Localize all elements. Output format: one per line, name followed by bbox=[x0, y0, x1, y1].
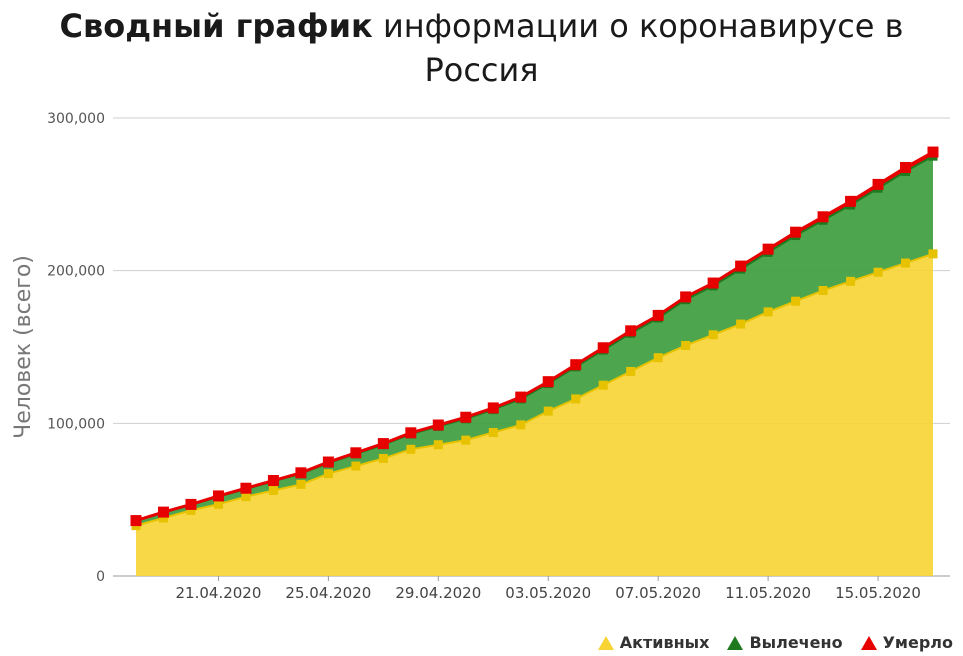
data-point bbox=[351, 461, 361, 471]
data-point bbox=[900, 161, 912, 173]
data-point bbox=[461, 435, 471, 445]
legend-item-active[interactable]: Активных bbox=[597, 633, 710, 652]
legend-label-active: Активных bbox=[619, 633, 710, 652]
chart-title: Сводный график информации о коронавирусе… bbox=[0, 4, 963, 92]
data-point bbox=[626, 366, 636, 376]
data-point bbox=[487, 402, 499, 414]
triangle-icon bbox=[727, 635, 744, 650]
data-point bbox=[708, 330, 718, 340]
data-point bbox=[405, 427, 417, 439]
x-tick-label: 29.04.2020 bbox=[395, 584, 481, 602]
title-rest: информации о коронавирусе в bbox=[382, 7, 904, 45]
data-point bbox=[845, 195, 857, 207]
data-point bbox=[873, 267, 883, 277]
data-point bbox=[653, 353, 663, 363]
data-point bbox=[323, 469, 333, 479]
triangle-icon bbox=[860, 635, 877, 650]
data-point bbox=[432, 419, 444, 431]
triangle-icon bbox=[597, 635, 614, 650]
data-point bbox=[406, 444, 416, 454]
x-tick-label: 21.04.2020 bbox=[176, 584, 262, 602]
data-point bbox=[213, 499, 223, 509]
data-point bbox=[240, 482, 252, 494]
data-point bbox=[185, 498, 197, 510]
data-point bbox=[570, 359, 582, 371]
data-point bbox=[158, 513, 168, 523]
data-point bbox=[296, 479, 306, 489]
x-tick-label: 07.05.2020 bbox=[615, 584, 701, 602]
data-point bbox=[681, 340, 691, 350]
data-point bbox=[735, 260, 747, 272]
data-point bbox=[377, 438, 389, 450]
data-point bbox=[157, 506, 169, 518]
data-point bbox=[488, 427, 498, 437]
area-active bbox=[136, 253, 933, 576]
x-tick-label: 15.05.2020 bbox=[835, 584, 921, 602]
data-point bbox=[241, 492, 251, 502]
data-point bbox=[350, 447, 362, 459]
data-point bbox=[680, 291, 692, 303]
data-point bbox=[818, 286, 828, 296]
data-point bbox=[543, 406, 553, 416]
y-tick-label: 200,000 bbox=[47, 264, 105, 280]
data-point bbox=[736, 319, 746, 329]
legend-item-deaths[interactable]: Умерло bbox=[860, 633, 953, 652]
data-point bbox=[130, 515, 142, 527]
data-point bbox=[516, 420, 526, 430]
data-point bbox=[625, 325, 637, 337]
data-point bbox=[515, 391, 527, 403]
data-point bbox=[268, 486, 278, 496]
data-point bbox=[817, 211, 829, 223]
data-point bbox=[433, 440, 443, 450]
legend-item-recovered[interactable]: Вылечено bbox=[727, 633, 843, 652]
data-point bbox=[928, 249, 938, 259]
x-tick-label: 11.05.2020 bbox=[725, 584, 811, 602]
data-point bbox=[872, 178, 884, 190]
legend: Активных Вылечено Умерло bbox=[597, 633, 953, 652]
data-point bbox=[652, 309, 664, 321]
x-tick-label: 03.05.2020 bbox=[505, 584, 591, 602]
data-point bbox=[598, 380, 608, 390]
data-point bbox=[597, 342, 609, 354]
legend-label-recovered: Вылечено bbox=[749, 633, 843, 652]
data-point bbox=[571, 394, 581, 404]
data-point bbox=[762, 243, 774, 255]
series-line bbox=[135, 252, 934, 527]
data-point bbox=[707, 277, 719, 289]
title-country: Россия bbox=[424, 51, 539, 89]
data-point bbox=[378, 453, 388, 463]
data-point bbox=[790, 226, 802, 238]
data-point bbox=[901, 258, 911, 268]
data-point bbox=[460, 411, 472, 423]
data-point bbox=[791, 296, 801, 306]
data-point bbox=[322, 456, 334, 468]
title-bold: Сводный график bbox=[59, 7, 373, 45]
data-point bbox=[186, 505, 196, 515]
data-point bbox=[542, 376, 554, 388]
data-point bbox=[763, 307, 773, 317]
y-axis-title: Человек (всего) bbox=[11, 255, 36, 439]
y-tick-label: 100,000 bbox=[47, 416, 105, 432]
data-point bbox=[212, 490, 224, 502]
x-tick-label: 25.04.2020 bbox=[285, 584, 371, 602]
data-point bbox=[927, 146, 939, 158]
data-point bbox=[846, 276, 856, 286]
y-tick-label: 300,000 bbox=[47, 111, 105, 127]
data-point bbox=[295, 467, 307, 479]
legend-label-deaths: Умерло bbox=[882, 633, 953, 652]
y-tick-label: 0 bbox=[96, 569, 105, 585]
data-point bbox=[267, 475, 279, 487]
